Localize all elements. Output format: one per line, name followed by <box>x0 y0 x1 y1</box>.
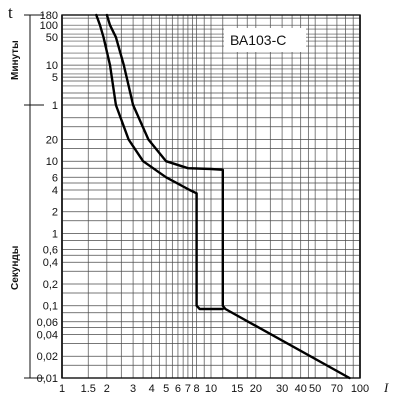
y-tick-label-seconds: 0,04 <box>37 329 58 341</box>
x-tick-label: 5 <box>163 383 169 395</box>
x-tick-label: 50 <box>309 383 321 395</box>
x-tick-label: 40 <box>295 383 307 395</box>
y-tick-label-seconds: 0,02 <box>37 351 58 363</box>
x-tick-label: 2 <box>104 383 110 395</box>
y-tick-label-seconds: 0,2 <box>43 279 58 291</box>
y-tick-label-minutes: 180 <box>40 10 58 22</box>
y-tick-label-seconds: 20 <box>46 134 58 146</box>
curve-lower <box>95 13 224 311</box>
y-tick-label-seconds: 1 <box>52 228 58 240</box>
x-tick-label: 1.5 <box>81 383 96 395</box>
title-box <box>224 28 306 52</box>
chart-title: ВА103-С <box>230 32 286 48</box>
x-tick-label: 70 <box>331 383 343 395</box>
x-tick-label: 30 <box>276 383 288 395</box>
y-tick-label-seconds: 0,6 <box>43 245 58 257</box>
x-tick-label: 15 <box>231 383 243 395</box>
x-axis-label: I <box>383 380 389 395</box>
curves <box>95 13 351 380</box>
y-tick-label-seconds: 0,06 <box>37 317 58 329</box>
y-tick-label-seconds: 0,01 <box>37 373 58 385</box>
y-group-label-minutes: Минуты <box>10 40 21 80</box>
y-tick-label-seconds: 0,1 <box>43 301 58 313</box>
y-tick-label-minutes: 1 <box>52 100 58 112</box>
y-group-label-seconds: Секунды <box>10 246 21 290</box>
y-tick-label-minutes: 5 <box>52 72 58 84</box>
x-tick-label: 4 <box>149 383 155 395</box>
curve-upper <box>105 13 351 380</box>
y-tick-label-minutes: 10 <box>46 60 58 72</box>
y-tick-label-seconds: 4 <box>52 185 58 197</box>
x-tick-label: 10 <box>205 383 217 395</box>
x-tick-label: 20 <box>250 383 262 395</box>
y-tick-label-seconds: 6 <box>52 172 58 184</box>
y-tick-label-seconds: 10 <box>46 156 58 168</box>
x-tick-label: 3 <box>130 383 136 395</box>
x-tick-label: 6 <box>175 383 181 395</box>
x-tick-label: 100 <box>351 383 369 395</box>
y-axis-label: t <box>8 3 13 22</box>
grid <box>24 14 361 379</box>
y-tick-label-seconds: 2 <box>52 207 58 219</box>
y-tick-label-seconds: 0,4 <box>43 257 58 269</box>
y-tick-label-minutes: 100 <box>40 20 58 32</box>
y-tick-label-minutes: 50 <box>46 32 58 44</box>
tick-labels: 1 1.5 2 3 4 5 6 7 8 10 15 20 30 40 50 70 100180100501051… <box>37 10 370 395</box>
x-tick-label: 7 <box>185 383 191 395</box>
x-tick-label: 8 <box>193 383 199 395</box>
x-tick-label: 1 <box>59 383 65 395</box>
plot-frame <box>61 14 361 379</box>
